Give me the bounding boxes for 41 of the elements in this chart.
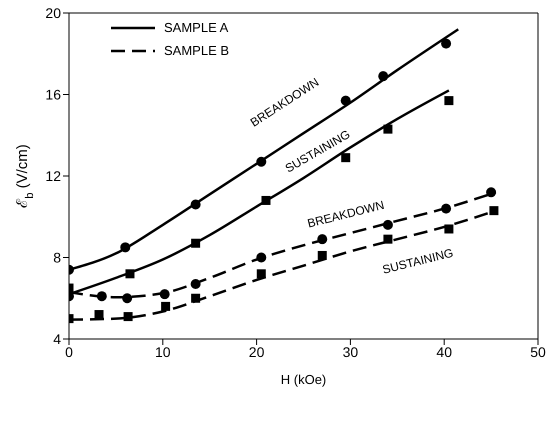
point [190,200,201,210]
legend-label: SAMPLE A [164,20,228,35]
point [444,96,454,106]
point [122,293,132,304]
point [261,196,270,205]
y-tick-label: 12 [45,168,62,184]
point [486,187,496,198]
x-tick-label: 30 [342,344,358,360]
y-tick-label: 8 [53,249,62,266]
point [191,238,200,248]
point [191,294,200,303]
point [120,242,130,252]
point [256,156,266,167]
point [340,96,351,106]
point [444,224,454,234]
x-tick-label: 10 [155,344,171,360]
point [441,204,452,214]
point [96,291,107,302]
legend-label: SAMPLE B [164,43,230,58]
point [378,71,388,82]
y-tick-label: 20 [45,4,62,21]
point [318,250,327,260]
point [124,312,133,322]
point [317,234,328,244]
point [383,124,392,134]
point [160,289,170,300]
point [125,269,134,278]
x-tick-label: 0 [65,344,74,360]
x-tick-label: 20 [248,344,265,360]
point [441,38,452,49]
point [383,234,392,244]
point [256,252,266,262]
y-tick-label: 16 [45,86,62,102]
y-tick-label: 4 [53,330,62,347]
x-axis-title: H (kOe) [280,372,326,387]
x-tick-label: 40 [436,344,452,360]
point [161,302,170,311]
point [256,269,266,278]
point [190,278,201,289]
x-tick-label: 50 [530,344,546,360]
point [489,206,498,216]
